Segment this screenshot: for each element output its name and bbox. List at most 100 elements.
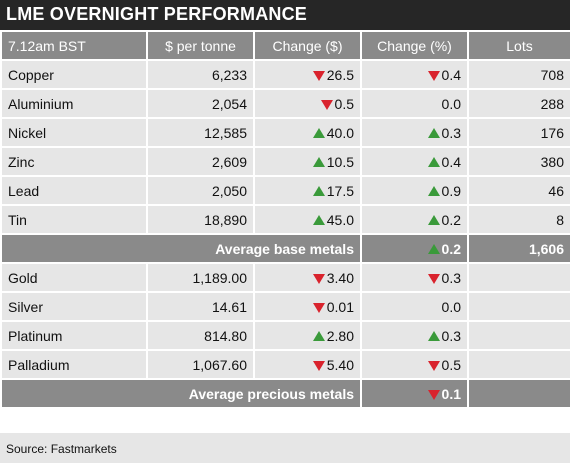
metal-name-value: Palladium (8, 356, 70, 373)
title-bar: LME OVERNIGHT PERFORMANCE (0, 0, 570, 30)
triangle-down-icon (312, 302, 325, 313)
change-pct-cell-value: 0.3 (441, 124, 461, 141)
triangle-down-icon (427, 389, 440, 400)
metal-name-value: Platinum (8, 327, 63, 344)
metal-name: Platinum (0, 320, 148, 351)
change-pct-cell-value: 0.0 (441, 298, 461, 315)
lots-cell-value: 8 (556, 211, 564, 228)
change-pct-cell: 0.2 (360, 204, 469, 235)
change-pct-cell: 0.0 (360, 88, 469, 119)
price-cell-value: 1,189.00 (192, 269, 248, 286)
average-label: Average precious metals (0, 378, 362, 409)
change-pct-cell: 0.3 (360, 320, 469, 351)
price-cell: 2,054 (146, 88, 255, 119)
lots-cell (467, 291, 570, 322)
triangle-up-icon (312, 156, 325, 167)
average-change-pct: 0.2 (360, 233, 469, 264)
column-header-change-pct: Change (%) (360, 30, 469, 61)
lots-cell-value: 46 (548, 182, 564, 199)
table-row: Gold 1,189.00 3.40 0.3 (0, 262, 570, 293)
change-pct-cell: 0.9 (360, 175, 469, 206)
metal-name: Tin (0, 204, 148, 235)
price-cell-value: 1,067.60 (192, 356, 248, 373)
metal-name: Silver (0, 291, 148, 322)
triangle-up-icon (427, 214, 440, 225)
lots-cell-value: 288 (540, 95, 564, 112)
change-pct-cell: 0.3 (360, 117, 469, 148)
price-cell: 14.61 (146, 291, 255, 322)
change-pct-cell-value: 0.3 (441, 269, 461, 286)
change-usd-cell-value: 2.80 (326, 327, 354, 344)
source-footer: Source: Fastmarkets (0, 433, 570, 463)
price-cell-value: 12,585 (204, 124, 247, 141)
change-pct-cell-value: 0.4 (441, 66, 461, 83)
change-pct-cell: 0.4 (360, 146, 469, 177)
average-change-pct-value: 0.1 (441, 385, 461, 402)
change-usd-cell-value: 0.5 (334, 95, 354, 112)
table-row: Palladium 1,067.60 5.40 0.5 (0, 349, 570, 380)
source-text: Source: Fastmarkets (6, 442, 117, 456)
change-pct-cell-value: 0.4 (441, 153, 461, 170)
change-pct-cell: 0.4 (360, 59, 469, 90)
header-row: 7.12am BST $ per tonne Change ($) Change… (0, 30, 570, 61)
price-cell: 2,050 (146, 175, 255, 206)
price-cell: 814.80 (146, 320, 255, 351)
change-usd-cell: 5.40 (253, 349, 362, 380)
change-usd-cell-value: 26.5 (326, 66, 354, 83)
metal-name-value: Tin (8, 211, 27, 228)
column-header-time: 7.12am BST (0, 30, 148, 61)
price-cell-value: 814.80 (204, 327, 247, 344)
metal-name-value: Lead (8, 182, 40, 199)
change-usd-cell: 2.80 (253, 320, 362, 351)
change-usd-cell-value: 0.01 (326, 298, 354, 315)
change-pct-cell-value: 0.2 (441, 211, 461, 228)
metal-name: Lead (0, 175, 148, 206)
price-cell-value: 14.61 (211, 298, 247, 315)
price-cell-value: 6,233 (211, 66, 247, 83)
change-pct-cell-value: 0.0 (441, 95, 461, 112)
triangle-down-icon (312, 70, 325, 81)
lots-cell: 380 (467, 146, 570, 177)
page-title: LME OVERNIGHT PERFORMANCE (6, 4, 308, 24)
change-pct-cell-value: 0.3 (441, 327, 461, 344)
change-pct-cell-value: 0.5 (441, 356, 461, 373)
change-pct-cell-value: 0.9 (441, 182, 461, 199)
metal-name-value: Copper (8, 66, 54, 83)
metal-name: Palladium (0, 349, 148, 380)
triangle-up-icon (427, 243, 440, 254)
column-header-price: $ per tonne (146, 30, 255, 61)
change-usd-cell: 17.5 (253, 175, 362, 206)
lots-cell-value: 708 (540, 66, 564, 83)
change-pct-cell: 0.0 (360, 291, 469, 322)
lots-cell: 176 (467, 117, 570, 148)
metal-name-value: Nickel (8, 124, 47, 141)
table-row: Copper 6,233 26.5 0.4 708 (0, 59, 570, 90)
average-change-pct-value: 0.2 (441, 240, 461, 257)
price-cell: 6,233 (146, 59, 255, 90)
change-pct-cell: 0.3 (360, 262, 469, 293)
metal-name: Nickel (0, 117, 148, 148)
metal-name: Zinc (0, 146, 148, 177)
triangle-down-icon (312, 273, 325, 284)
change-usd-cell: 3.40 (253, 262, 362, 293)
price-cell: 12,585 (146, 117, 255, 148)
lots-cell-value: 176 (540, 124, 564, 141)
change-usd-cell-value: 17.5 (326, 182, 354, 199)
triangle-up-icon (427, 185, 440, 196)
price-cell-value: 2,054 (211, 95, 247, 112)
price-cell: 18,890 (146, 204, 255, 235)
table-row: Nickel 12,585 40.0 0.3 176 (0, 117, 570, 148)
lots-cell: 288 (467, 88, 570, 119)
average-precious-row: Average precious metals 0.1 (0, 378, 570, 409)
average-change-pct: 0.1 (360, 378, 469, 409)
triangle-down-icon (427, 273, 440, 284)
average-base-row: Average base metals 0.2 1,606 (0, 233, 570, 264)
change-usd-cell: 0.5 (253, 88, 362, 119)
column-header-lots: Lots (467, 30, 570, 61)
change-usd-cell: 40.0 (253, 117, 362, 148)
lots-cell: 46 (467, 175, 570, 206)
average-label-value: Average precious metals (188, 385, 354, 402)
triangle-up-icon (312, 185, 325, 196)
change-usd-cell-value: 40.0 (326, 124, 354, 141)
change-usd-cell: 0.01 (253, 291, 362, 322)
